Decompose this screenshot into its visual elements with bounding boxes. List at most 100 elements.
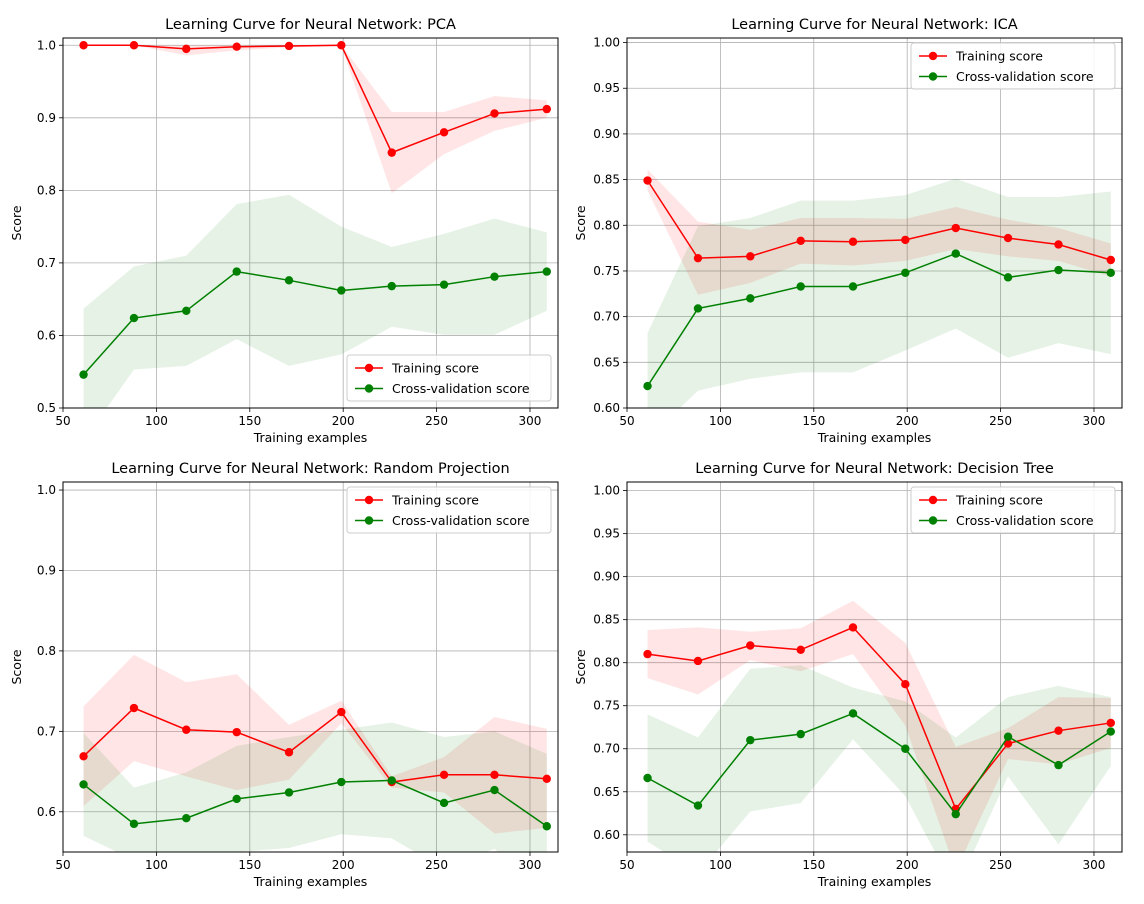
y-tick-label: 0.80	[593, 656, 620, 670]
training-score-point	[79, 41, 88, 50]
training-score-point	[1003, 739, 1013, 748]
legend-training-label: Training score	[391, 361, 479, 376]
legend: Training score Cross-validation score	[346, 486, 552, 534]
x-tick-label: 200	[896, 414, 919, 428]
cv-score-line	[646, 252, 1111, 387]
training-score-point	[746, 252, 755, 261]
cv-score-line	[83, 779, 548, 827]
x-tick-label: 50	[55, 414, 70, 428]
legend-training-label: Training score	[955, 49, 1043, 64]
training-score-point	[951, 223, 960, 233]
x-tick-label: 250	[425, 414, 448, 428]
training-score-line	[647, 626, 1111, 811]
y-tick-label: 0.70	[593, 310, 620, 324]
y-tick-label: 0.90	[593, 570, 620, 584]
cv-score-point	[182, 306, 191, 315]
cv-std-band	[647, 665, 1111, 852]
cv-score-point	[901, 744, 910, 753]
training-score-point	[1054, 240, 1063, 249]
cv-score-point	[848, 282, 858, 291]
chart-panel-3: 50 100 150 200 250 300 0.6 0.7 0.8 0.9 1.0 Learning…	[9, 461, 559, 889]
x-tick-label: 100	[145, 414, 168, 428]
cv-score-point	[951, 809, 960, 819]
axes-frame	[626, 481, 1123, 853]
y-tick-label: 0.75	[593, 264, 620, 278]
cv-score-point	[387, 776, 396, 785]
x-tick-label: 150	[238, 414, 261, 428]
x-tick-label: 300	[1083, 858, 1106, 872]
training-score-point	[796, 645, 805, 654]
legend-cv-label: Cross-validation score	[956, 69, 1094, 84]
training-score-point	[848, 623, 858, 632]
cv-score-point	[746, 735, 755, 745]
training-score-point	[182, 44, 191, 54]
legend-training-label: Training score	[391, 493, 479, 508]
y-axis-label: Score	[573, 649, 588, 684]
x-tick-label: 200	[332, 414, 355, 428]
chart-title: Learning Curve for Neural Network: PCA	[165, 17, 456, 33]
training-score-point	[490, 109, 499, 118]
cv-score-point	[337, 286, 346, 295]
chart-title: Learning Curve for Neural Network: ICA	[731, 17, 1017, 33]
training-score-point	[542, 774, 551, 784]
x-tick-label: 100	[145, 858, 168, 872]
plot-area	[627, 38, 1122, 408]
y-axis-label: Score	[573, 205, 588, 240]
training-score-line	[83, 707, 547, 783]
y-tick-label: 0.75	[593, 699, 620, 713]
y-tick-label: 0.60	[593, 828, 620, 842]
training-std-band	[647, 169, 1111, 295]
x-tick-label: 100	[709, 414, 732, 428]
y-tick-label: 0.65	[593, 785, 620, 799]
cv-score-point	[387, 281, 396, 291]
legend-box	[910, 42, 1116, 90]
legend-cv-marker	[364, 384, 374, 393]
grid	[63, 482, 558, 852]
training-score-point	[848, 237, 858, 246]
x-tick-label: 150	[802, 414, 825, 428]
cv-score-point	[951, 249, 960, 258]
training-score-point	[901, 680, 910, 689]
y-axis-label: Score	[9, 649, 24, 684]
legend-training-marker	[928, 495, 938, 505]
x-tick-label: 300	[519, 858, 542, 872]
legend-training-marker	[364, 495, 374, 505]
legend-cv-label: Cross-validation score	[392, 381, 530, 396]
y-tick-label: 0.80	[593, 218, 620, 232]
training-score-point	[284, 41, 294, 51]
cv-score-point	[643, 773, 652, 783]
cv-score-point	[490, 785, 499, 795]
legend-cv-marker	[928, 516, 938, 525]
cv-score-point	[542, 267, 551, 276]
cv-score-point	[901, 268, 910, 277]
training-score-point	[337, 41, 346, 50]
training-score-point	[643, 649, 652, 659]
cv-std-band	[83, 194, 547, 408]
x-tick-label: 250	[989, 414, 1012, 428]
x-tick-label: 200	[332, 858, 355, 872]
plot-content	[79, 654, 551, 852]
x-tick-label: 250	[989, 858, 1012, 872]
training-score-point	[284, 748, 294, 757]
cv-score-point	[232, 794, 241, 804]
plot-content	[643, 600, 1115, 852]
cv-score-point	[746, 294, 755, 303]
chart-panel-1: 50 100 150 200 250 300 0.5 0.6 0.7 0.8 0.9 1.0 Learn…	[9, 17, 559, 445]
training-score-point	[439, 128, 449, 137]
cv-score-point	[439, 280, 449, 289]
legend: Training score Cross-validation score	[910, 486, 1116, 534]
grid	[627, 482, 1122, 852]
x-tick-label: 300	[1083, 414, 1106, 428]
x-axis-label: Training examples	[253, 430, 368, 445]
cv-score-line	[647, 712, 1112, 816]
chart-title: Learning Curve for Neural Network: Decis…	[695, 461, 1054, 477]
plot-content	[643, 169, 1115, 408]
x-tick-label: 50	[619, 414, 634, 428]
legend-box	[346, 486, 552, 534]
cv-score-point	[643, 381, 652, 391]
y-tick-label: 1.0	[37, 38, 56, 52]
y-tick-label: 0.90	[593, 127, 620, 141]
y-tick-label: 0.60	[593, 401, 620, 415]
y-tick-label: 1.0	[37, 483, 56, 497]
